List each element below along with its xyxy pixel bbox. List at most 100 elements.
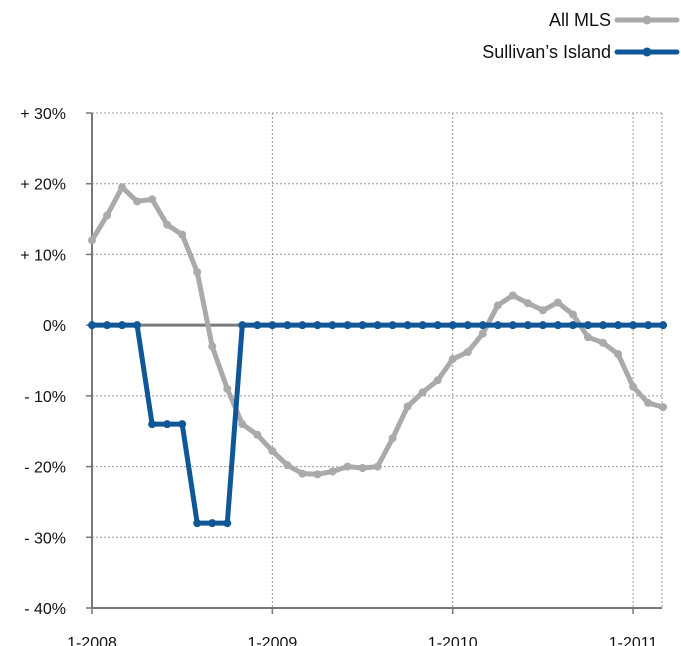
data-point [659, 321, 668, 330]
data-point [298, 469, 307, 478]
data-point [599, 338, 608, 347]
data-point [508, 291, 517, 300]
data-point [163, 420, 172, 429]
data-point [133, 321, 142, 330]
data-point [493, 321, 502, 330]
y-tick-label: + 10% [20, 247, 66, 264]
data-point [133, 197, 142, 206]
data-point [614, 321, 623, 330]
legend-swatch-marker [642, 15, 652, 25]
data-point [538, 306, 547, 315]
data-point [238, 420, 247, 429]
legend-swatch-marker [642, 47, 652, 57]
legend-item: All MLS [549, 10, 680, 30]
data-point [118, 183, 127, 192]
data-point [253, 321, 262, 330]
x-tick-label: 1-2009 [247, 635, 297, 646]
data-point [283, 461, 292, 470]
data-point [629, 382, 638, 391]
data-point [373, 321, 382, 330]
data-point [523, 299, 532, 308]
data-point [88, 236, 96, 245]
data-point [178, 230, 187, 239]
data-point [268, 321, 277, 330]
x-tick-label: 1-2008 [67, 635, 117, 646]
data-point [223, 384, 232, 393]
legend-label: All MLS [549, 10, 611, 30]
data-point [358, 321, 367, 330]
data-point [193, 268, 202, 277]
data-point [433, 376, 442, 385]
y-tick-label: 0% [43, 318, 66, 335]
data-point [644, 398, 653, 407]
data-point [148, 420, 157, 429]
data-point [358, 463, 367, 472]
series-all-mls [88, 183, 668, 479]
y-axis-tick-labels: + 30% + 20% + 10% 0% - 10% - 20% - 30% - 40% [20, 106, 66, 618]
y-tick-label: - 20% [24, 460, 66, 477]
data-point [388, 434, 397, 443]
x-tick-label: 1-2010 [428, 635, 478, 646]
data-point [313, 470, 322, 479]
series-sullivans-island [88, 321, 668, 528]
legend-item: Sullivan’s Island [482, 42, 680, 62]
data-point [103, 211, 112, 220]
data-point [403, 321, 412, 330]
data-point [268, 447, 277, 456]
data-point [614, 350, 623, 359]
data-point [553, 321, 562, 330]
data-point [88, 321, 96, 330]
y-tick-label: - 40% [24, 601, 66, 618]
data-point [583, 321, 592, 330]
data-point [208, 519, 217, 528]
data-point [493, 301, 502, 310]
data-point [418, 321, 427, 330]
data-point [568, 310, 577, 319]
data-point [629, 321, 638, 330]
data-point [508, 321, 517, 330]
data-point [253, 430, 262, 439]
plot-background [92, 113, 662, 608]
data-point [448, 321, 457, 330]
data-point [193, 519, 202, 528]
data-point [583, 333, 592, 342]
data-point [328, 321, 337, 330]
data-point [463, 321, 472, 330]
legend-label: Sullivan’s Island [482, 42, 611, 62]
data-point [553, 298, 562, 307]
x-tick-label: 1-2011 [609, 635, 658, 646]
data-point [283, 321, 292, 330]
data-point [388, 321, 397, 330]
legend: All MLS Sullivan’s Island [482, 10, 680, 62]
data-point [328, 467, 337, 476]
data-point [343, 321, 352, 330]
data-point [313, 321, 322, 330]
data-point [343, 462, 352, 471]
y-tick-label: - 30% [24, 530, 66, 547]
data-point [118, 321, 127, 330]
y-tick-label: + 30% [20, 106, 66, 123]
data-point [403, 402, 412, 411]
data-point [644, 321, 653, 330]
data-point [103, 321, 112, 330]
data-point [373, 462, 382, 471]
data-point [478, 329, 487, 338]
x-axis-tick-labels: 1-2008 1-2009 1-2010 1-2011 [67, 635, 657, 646]
data-point [223, 519, 232, 528]
data-point [208, 342, 217, 351]
series-lines [88, 183, 668, 528]
data-point [433, 321, 442, 330]
data-point [538, 321, 547, 330]
data-point [238, 321, 247, 330]
data-point [463, 348, 472, 357]
data-point [478, 321, 487, 330]
data-point [599, 321, 608, 330]
data-point [659, 403, 668, 412]
data-point [448, 355, 457, 364]
data-point [163, 220, 172, 229]
data-point [148, 195, 157, 204]
data-point [568, 321, 577, 330]
y-tick-label: + 20% [20, 177, 66, 194]
data-point [523, 321, 532, 330]
